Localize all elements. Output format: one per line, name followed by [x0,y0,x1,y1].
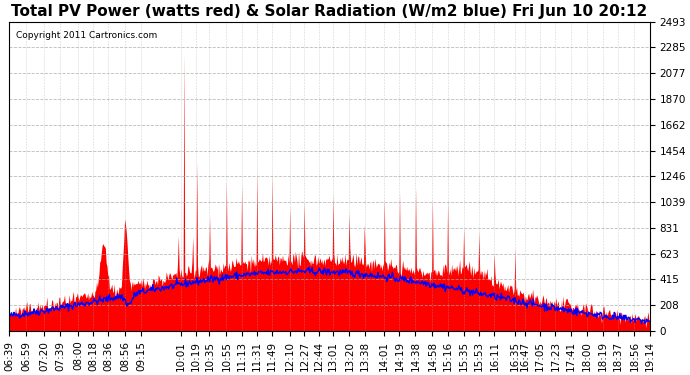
Text: Copyright 2011 Cartronics.com: Copyright 2011 Cartronics.com [16,31,157,40]
Title: Total PV Power (watts red) & Solar Radiation (W/m2 blue) Fri Jun 10 20:12: Total PV Power (watts red) & Solar Radia… [11,4,647,19]
